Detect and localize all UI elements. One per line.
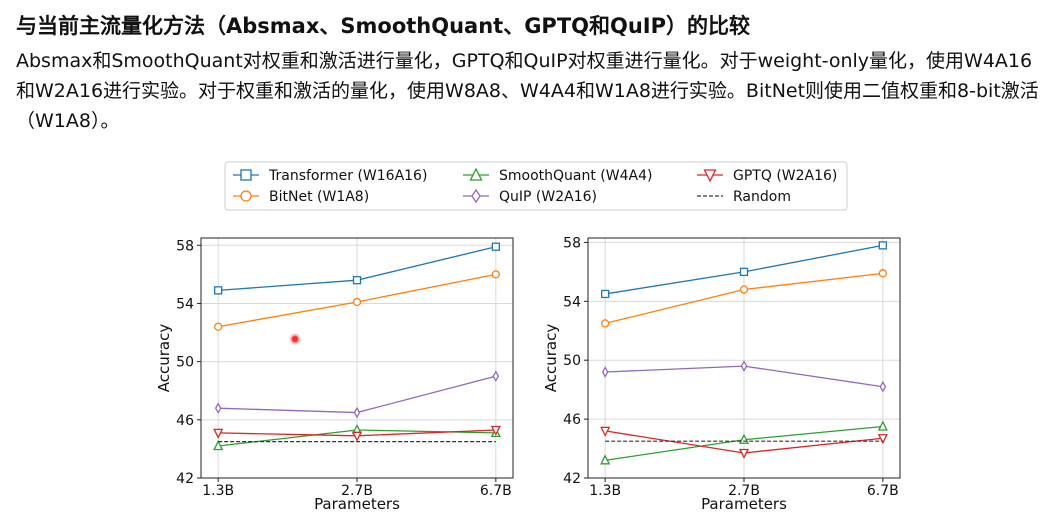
data-point: [490, 425, 501, 436]
data-point: [352, 297, 362, 307]
legend-circle-marker: [240, 190, 252, 202]
y-tick-label: 42: [176, 471, 194, 487]
data-point: [213, 428, 224, 439]
series-bitnet-w1a8: [601, 269, 887, 328]
legend-entry-quip-w2a16: QuIP (W2A16): [463, 188, 597, 205]
data-point: [353, 406, 361, 419]
data-point: [351, 431, 363, 442]
legend-diamond-marker: [471, 188, 481, 204]
x-axis-label: Parameters: [314, 495, 400, 513]
series-quip-w2a16: [601, 360, 887, 393]
series-transformer-w16a16: [601, 241, 887, 299]
series-gptq-w2a16: [213, 425, 501, 442]
data-point: [878, 241, 887, 250]
slide-description: Absmax和SmoothQuant对权重和激活进行量化，GPTQ和QuIP对权…: [16, 50, 1039, 132]
x-tick-label: 1.3B: [202, 483, 234, 499]
y-tick-label: 54: [176, 296, 194, 312]
y-tick-label: 58: [563, 235, 581, 251]
data-point: [491, 242, 500, 251]
data-point: [738, 448, 750, 459]
data-point: [600, 426, 611, 437]
y-tick-label: 50: [176, 355, 194, 371]
data-point: [213, 440, 224, 451]
data-point: [491, 270, 500, 279]
y-tick-label: 54: [563, 294, 581, 310]
legend-entry-bitnet-w1a8: BitNet (W1A8): [233, 189, 369, 205]
data-point: [878, 269, 887, 278]
data-point: [601, 366, 609, 378]
pointer-cursor-icon: [289, 333, 301, 345]
legend-entry-random: Random: [697, 189, 791, 205]
x-tick-label: 6.7B: [480, 483, 512, 499]
data-point: [739, 267, 749, 277]
legend-entry-transformer-w16a16: Transformer (W16A16): [233, 168, 427, 184]
series-gptq-w2a16: [600, 426, 888, 459]
legend-triangle-down-marker: [703, 169, 717, 183]
data-point: [214, 322, 223, 331]
legend-frame: [224, 161, 848, 211]
y-axis-label: Accuracy: [155, 324, 173, 393]
data-point: [877, 434, 888, 445]
x-axis-label: Parameters: [701, 495, 787, 513]
legend-square-marker: [240, 169, 252, 181]
legend-entry-smoothquant-w4a4: SmoothQuant (W4A4): [463, 167, 652, 184]
series-quip-w2a16: [214, 370, 500, 419]
data-point: [601, 319, 610, 328]
y-tick-label: 46: [176, 413, 194, 429]
y-tick-label: 50: [563, 353, 581, 369]
data-point: [739, 285, 749, 294]
x-tick-label: 6.7B: [867, 483, 899, 499]
chart-right: 42 46 50 54 58 1.3B 2.7B 6.7B Parameters Accuracy: [542, 235, 901, 513]
data-point: [492, 370, 500, 383]
slide-title: 与当前主流量化方法（Absmax、SmoothQuant、GPTQ和QuIP）的…: [16, 14, 751, 38]
legend-label: SmoothQuant (W4A4): [499, 168, 652, 184]
legend-label: QuIP (W2A16): [499, 189, 597, 205]
x-tick-label: 1.3B: [589, 483, 621, 499]
data-point: [600, 454, 611, 465]
data-point: [601, 289, 610, 299]
y-tick-label: 42: [563, 471, 581, 487]
x-tick-label: 2.7B: [728, 483, 760, 499]
data-point: [352, 276, 362, 285]
legend-label: BitNet (W1A8): [269, 189, 369, 205]
legend-triangle-up-marker: [469, 167, 483, 181]
x-tick-label: 2.7B: [341, 483, 373, 499]
data-point: [879, 380, 887, 393]
legend-label: Random: [733, 189, 791, 205]
legend-label: Transformer (W16A16): [268, 168, 427, 184]
data-point: [214, 286, 223, 295]
y-axis-label: Accuracy: [542, 324, 560, 393]
y-tick-label: 58: [176, 238, 194, 254]
data-point: [740, 360, 748, 372]
y-tick-label: 46: [563, 412, 581, 428]
series-transformer-w16a16: [214, 242, 500, 295]
legend-entry-gptq-w2a16: GPTQ (W2A16): [697, 168, 837, 184]
legend-label: GPTQ (W2A16): [733, 168, 837, 184]
series-bitnet-w1a8: [214, 270, 500, 331]
legend: Transformer (W16A16) BitNet (W1A8) SmoothQ…: [224, 161, 848, 211]
chart-left: 42 46 50 54 58 1.3B 2.7B 6.7B Parameters Accuracy: [155, 237, 514, 513]
data-point: [877, 420, 888, 431]
data-point: [214, 402, 222, 415]
